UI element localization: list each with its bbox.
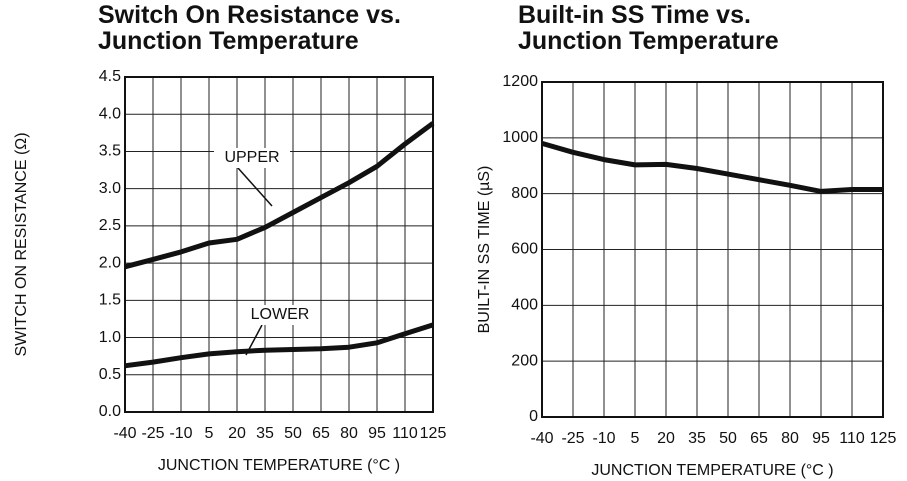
x-tick-label: 50 [284,425,302,442]
data-line [124,322,434,369]
y-tick-label: 2.5 [99,217,121,234]
x-tick-label: 80 [781,430,799,447]
data-line [124,121,435,270]
y-tick-label: 0.0 [99,403,121,420]
x-tick-label: 20 [657,430,675,447]
data-line [541,140,883,194]
plot-frame [124,76,434,413]
x-axis-label: JUNCTION TEMPERATURE (°C ) [158,457,400,474]
x-tick-label: 35 [256,425,274,442]
x-tick-label: -10 [592,430,615,447]
x-tick-label: 5 [631,430,640,447]
x-tick-label: 95 [812,430,830,447]
x-tick-label: 65 [750,430,768,447]
y-tick-label: 3.0 [99,180,121,197]
x-tick-label: 110 [392,425,418,442]
x-axis-label: JUNCTION TEMPERATURE (°C ) [591,462,833,479]
y-tick-label: 1200 [502,73,538,90]
y-tick-label: 1.0 [99,329,121,346]
label-bg [214,148,290,168]
x-tick-label: 80 [340,425,358,442]
y-tick-label: 200 [511,352,538,369]
x-tick-label: 65 [312,425,330,442]
x-tick-label: -25 [141,425,164,442]
chart-title: Built-in SS Time vs. Junction Temperatur… [518,1,779,55]
series-label: UPPER [224,149,279,166]
series-label: LOWER [251,306,310,323]
x-tick-label: 125 [420,425,447,442]
y-tick-label: 400 [511,297,538,314]
y-tick-label: 600 [511,241,538,258]
y-tick-label: 4.0 [99,105,121,122]
x-tick-label: 35 [688,430,706,447]
y-tick-label: 4.5 [99,68,121,85]
x-tick-label: -25 [561,430,584,447]
x-tick-label: 20 [228,425,246,442]
y-tick-label: 2.0 [99,254,121,271]
y-tick-label: 3.5 [99,143,121,160]
y-tick-label: 0 [529,408,538,425]
leader-line [237,167,273,207]
x-tick-label: 5 [205,425,214,442]
chart-title: Switch On Resistance vs. Junction Temper… [98,1,401,55]
x-tick-label: 50 [719,430,737,447]
y-tick-label: 1000 [502,129,538,146]
x-tick-label: 95 [368,425,386,442]
y-axis-label: SWITCH ON RESISTANCE (Ω) [13,132,30,356]
y-tick-label: 0.5 [99,366,121,383]
x-tick-label: 125 [870,430,897,447]
plot-frame [541,81,884,418]
y-tick-label: 1.5 [99,292,121,309]
x-tick-label: -40 [113,425,136,442]
y-tick-label: 800 [511,185,538,202]
label-bg [242,305,318,325]
x-tick-label: -10 [169,425,192,442]
x-tick-label: -40 [530,430,553,447]
y-axis-label: BUILT-IN SS TIME (µS) [476,166,493,334]
leader-line [245,324,263,356]
x-tick-label: 110 [839,430,865,447]
